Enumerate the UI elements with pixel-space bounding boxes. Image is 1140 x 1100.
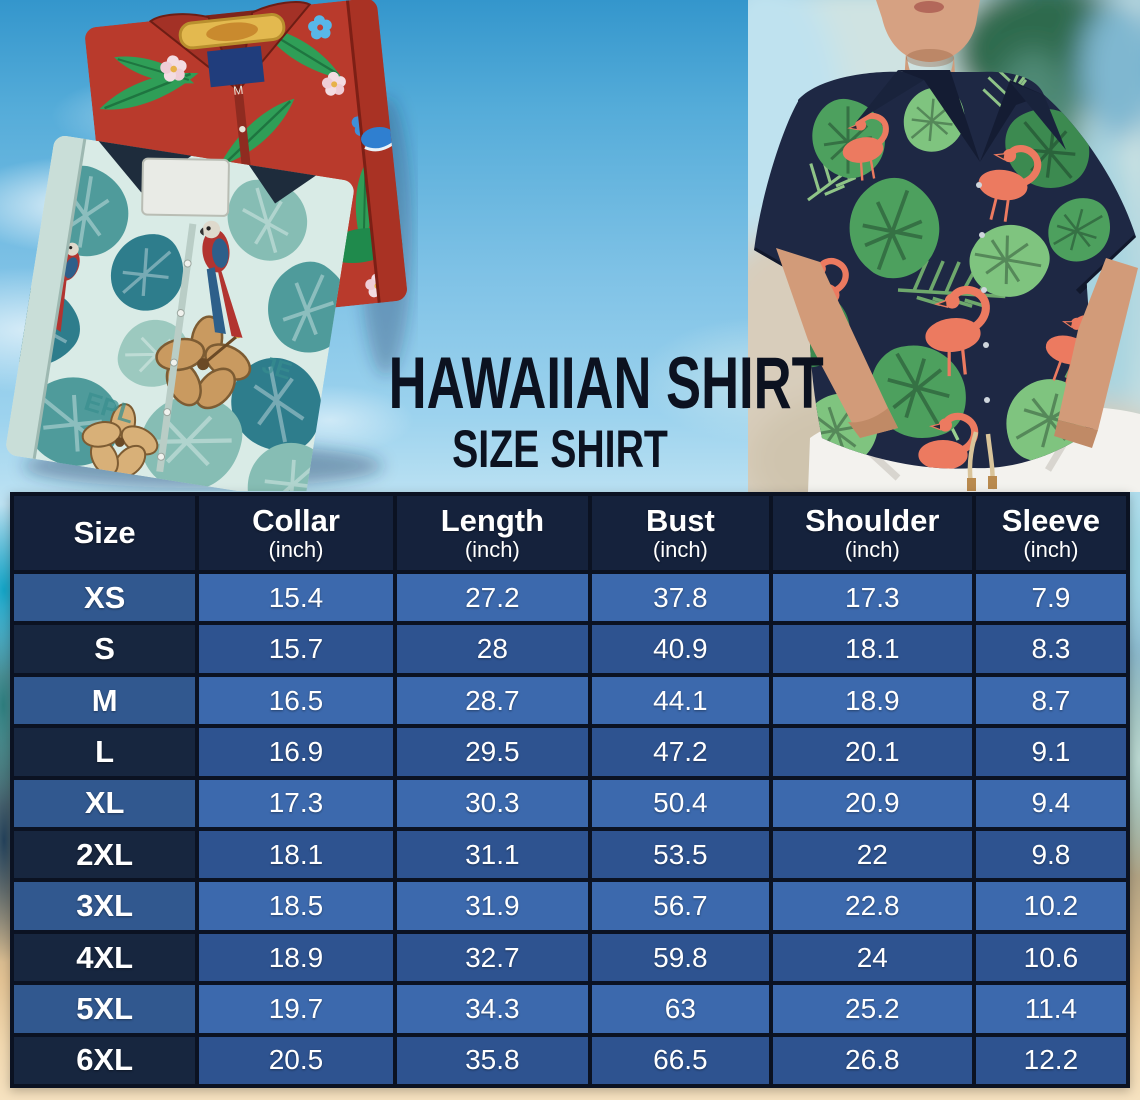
- value-cell: 50.4: [591, 779, 769, 828]
- size-cell: M: [14, 676, 196, 725]
- value-cell: 18.5: [199, 882, 393, 930]
- value-cell: 25.2: [772, 985, 972, 1033]
- title-block: HAWAIIAN SHIRT SIZE SHIRT: [322, 343, 824, 480]
- value-cell: 47.2: [591, 728, 769, 776]
- value-cell: 18.9: [772, 676, 972, 725]
- value-cell: 29.5: [396, 728, 588, 776]
- table-row: 3XL 18.5 31.9 56.7 22.8 10.2: [14, 882, 1126, 930]
- value-cell: 7.9: [975, 574, 1126, 622]
- value-cell: 56.7: [591, 882, 769, 930]
- value-cell: 34.3: [396, 985, 588, 1033]
- value-cell: 17.3: [772, 574, 972, 622]
- value-cell: 18.1: [772, 625, 972, 673]
- value-cell: 10.2: [975, 882, 1126, 930]
- value-cell: 31.9: [396, 882, 588, 930]
- table-row: S 15.7 28 40.9 18.1 8.3: [14, 625, 1126, 673]
- value-cell: 10.6: [975, 933, 1126, 982]
- page-title: HAWAIIAN SHIRT: [388, 343, 824, 424]
- table-row: XS 15.4 27.2 37.8 17.3 7.9: [14, 574, 1126, 622]
- size-cell: 2XL: [14, 831, 196, 879]
- size-cell: XL: [14, 779, 196, 828]
- value-cell: 9.8: [975, 831, 1126, 879]
- value-cell: 32.7: [396, 933, 588, 982]
- value-cell: 22: [772, 831, 972, 879]
- value-cell: 40.9: [591, 625, 769, 673]
- table-row: 6XL 20.5 35.8 66.5 26.8 12.2: [14, 1036, 1126, 1085]
- value-cell: 26.8: [772, 1036, 972, 1085]
- header-cell: Sleeve (inch): [975, 496, 1126, 570]
- value-cell: 8.7: [975, 676, 1126, 725]
- value-cell: 37.8: [591, 574, 769, 622]
- header-cell: Size: [14, 496, 196, 570]
- table-row: 4XL 18.9 32.7 59.8 24 10.6: [14, 933, 1126, 982]
- table-row: XL 17.3 30.3 50.4 20.9 9.4: [14, 779, 1126, 828]
- value-cell: 20.1: [772, 728, 972, 776]
- header-cell: Shoulder (inch): [772, 496, 972, 570]
- value-cell: 18.9: [199, 933, 393, 982]
- value-cell: 28.7: [396, 676, 588, 725]
- value-cell: 53.5: [591, 831, 769, 879]
- value-cell: 17.3: [199, 779, 393, 828]
- header-cell: Collar (inch): [199, 496, 393, 570]
- value-cell: 35.8: [396, 1036, 588, 1085]
- size-cell: 5XL: [14, 985, 196, 1033]
- table-row: M 16.5 28.7 44.1 18.9 8.7: [14, 676, 1126, 725]
- size-cell: S: [14, 625, 196, 673]
- size-cell: 6XL: [14, 1036, 196, 1085]
- value-cell: 12.2: [975, 1036, 1126, 1085]
- teal-shirt-pocket: [141, 157, 230, 217]
- value-cell: 44.1: [591, 676, 769, 725]
- size-chart-table: Size Collar (inch) Length (inch) Bust (inch) Sh…: [10, 492, 1130, 1088]
- red-shirt-neck-label: [207, 45, 265, 88]
- value-cell: 20.5: [199, 1036, 393, 1085]
- value-cell: 30.3: [396, 779, 588, 828]
- table-header-row: Size Collar (inch) Length (inch) Bust (inch) Sh…: [14, 496, 1126, 570]
- value-cell: 8.3: [975, 625, 1126, 673]
- value-cell: 27.2: [396, 574, 588, 622]
- table-row: 2XL 18.1 31.1 53.5 22 9.8: [14, 831, 1126, 879]
- value-cell: 66.5: [591, 1036, 769, 1085]
- size-cell: XS: [14, 574, 196, 622]
- page-subtitle: SIZE SHIRT: [452, 420, 668, 480]
- table-row: L 16.9 29.5 47.2 20.1 9.1: [14, 728, 1126, 776]
- value-cell: 20.9: [772, 779, 972, 828]
- value-cell: 15.4: [199, 574, 393, 622]
- size-cell: 3XL: [14, 882, 196, 930]
- value-cell: 11.4: [975, 985, 1126, 1033]
- value-cell: 59.8: [591, 933, 769, 982]
- value-cell: 16.5: [199, 676, 393, 725]
- size-cell: L: [14, 728, 196, 776]
- value-cell: 22.8: [772, 882, 972, 930]
- value-cell: 16.9: [199, 728, 393, 776]
- value-cell: 19.7: [199, 985, 393, 1033]
- value-cell: 9.1: [975, 728, 1126, 776]
- size-cell: 4XL: [14, 933, 196, 982]
- svg-text:M: M: [233, 83, 244, 98]
- value-cell: 28: [396, 625, 588, 673]
- lips: [914, 1, 944, 13]
- value-cell: 63: [591, 985, 769, 1033]
- header-cell: Length (inch): [396, 496, 588, 570]
- header-cell: Bust (inch): [591, 496, 769, 570]
- value-cell: 31.1: [396, 831, 588, 879]
- value-cell: 15.7: [199, 625, 393, 673]
- table-row: 5XL 19.7 34.3 63 25.2 11.4: [14, 985, 1126, 1033]
- value-cell: 18.1: [199, 831, 393, 879]
- value-cell: 24: [772, 933, 972, 982]
- value-cell: 9.4: [975, 779, 1126, 828]
